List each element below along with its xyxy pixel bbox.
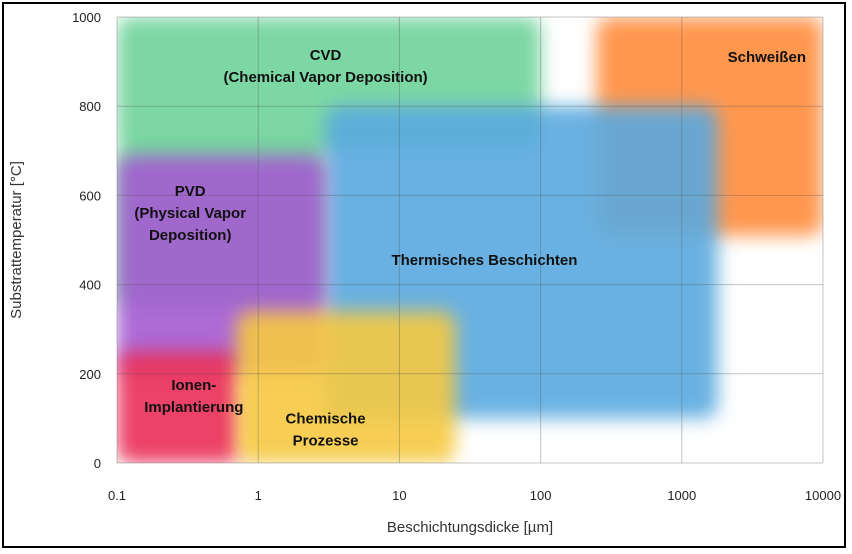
region-label-schweissen-line-0: Schweißen (728, 49, 806, 66)
region-label-cvd-line-1: (Chemical Vapor Deposition) (223, 69, 427, 86)
x-tick-label-2: 10 (392, 488, 406, 503)
region-label-pvd-line-2: Deposition) (149, 227, 232, 244)
region-label-chemische-prozesse: Chemische Prozesse (286, 411, 366, 450)
region-label-ionen-implantierung-line-1: Implantierung (144, 399, 243, 416)
region-label-cvd-line-0: CVD (310, 47, 342, 64)
y-tick-label-1: 200 (79, 367, 101, 382)
x-tick-label-4: 1000 (667, 488, 696, 503)
y-tick-label-3: 600 (79, 188, 101, 203)
region-label-thermisches-beschichten: Thermisches Beschichten (391, 252, 577, 269)
y-tick-label-0: 0 (94, 456, 101, 471)
region-labels-layer: CVD (Chemical Vapor Deposition) Schweißen T… (134, 47, 806, 449)
region-ionen-implantierung-area-0 (117, 351, 241, 463)
region-label-ionen-implantierung-line-0: Ionen- (171, 377, 216, 394)
region-chemische-prozesse-area-0 (236, 311, 456, 463)
region-ionen-implantierung (117, 351, 241, 463)
y-tick-label-2: 400 (79, 278, 101, 293)
region-label-pvd: PVD (Physical Vapor Deposition) (134, 183, 246, 244)
y-tick-label-5: 1000 (72, 10, 101, 25)
region-chemische-prozesse (236, 311, 456, 463)
region-label-schweissen: Schweißen (728, 49, 806, 66)
x-axis-label: Beschichtungsdicke [µm] (387, 519, 553, 536)
region-label-chemische-prozesse-line-1: Prozesse (293, 433, 359, 450)
x-tick-label-1: 1 (255, 488, 262, 503)
x-tick-label-3: 100 (530, 488, 552, 503)
region-label-cvd: CVD (Chemical Vapor Deposition) (223, 47, 427, 86)
y-axis-label: Substrattemperatur [°C] (8, 161, 25, 319)
regions-layer (117, 17, 823, 463)
region-label-chemische-prozesse-line-0: Chemische (286, 411, 366, 428)
x-tick-label-0: 0.1 (108, 488, 126, 503)
region-label-ionen-implantierung: Ionen- Implantierung (144, 377, 243, 416)
region-label-pvd-line-1: (Physical Vapor (134, 205, 246, 222)
y-tick-label-4: 800 (79, 99, 101, 114)
region-label-thermisches-beschichten-line-0: Thermisches Beschichten (391, 252, 577, 269)
grid-layer (116, 16, 824, 464)
x-tick-label-5: 10000 (805, 488, 841, 503)
region-label-pvd-line-0: PVD (175, 183, 206, 200)
tick-labels-layer: 0.1 1 10 100 1000 10000 0 200 400 600 800 1000 (72, 10, 841, 503)
